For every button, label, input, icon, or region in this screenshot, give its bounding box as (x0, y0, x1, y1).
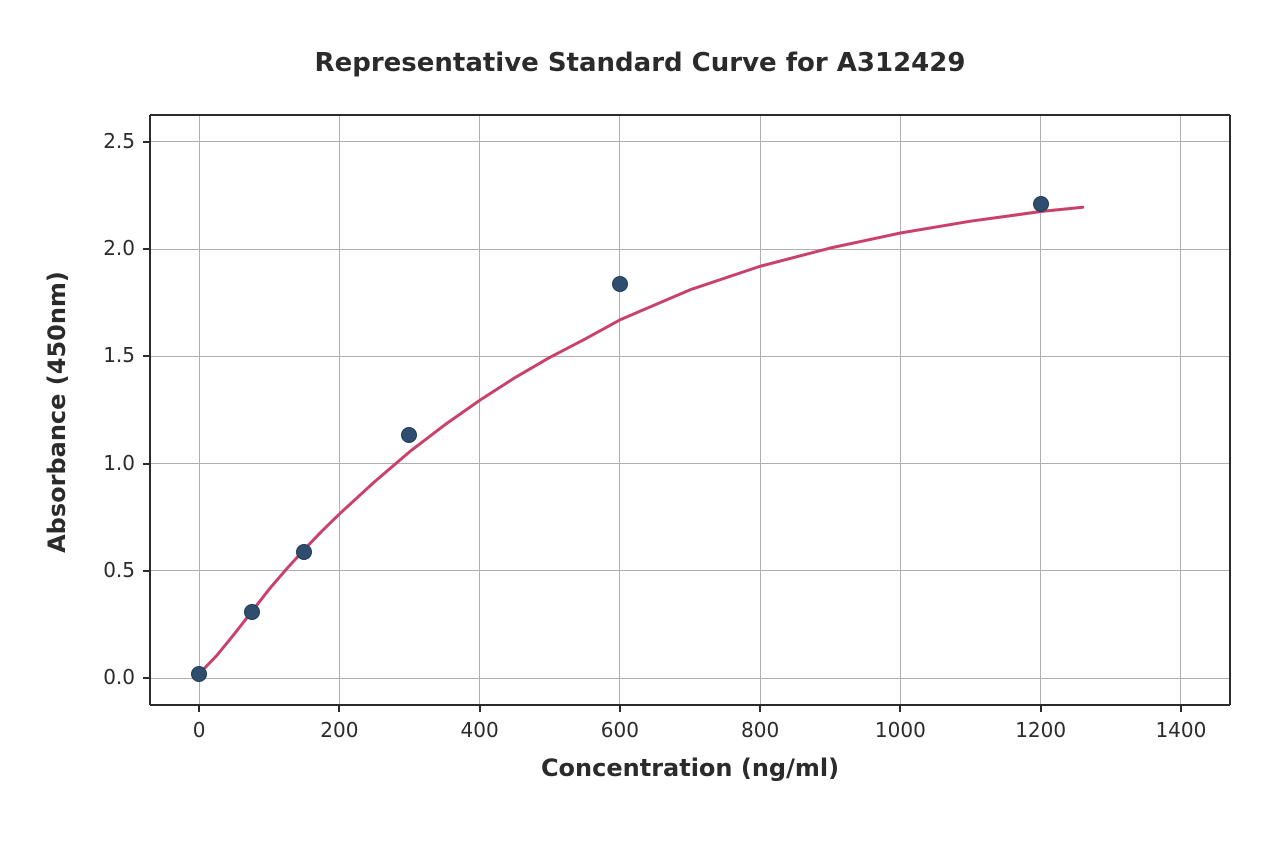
x-tick (899, 705, 901, 712)
y-tick (143, 248, 150, 250)
y-tick (143, 141, 150, 143)
y-tick-label: 0.5 (75, 558, 135, 582)
x-tick-label: 1200 (1001, 718, 1081, 742)
y-tick (143, 570, 150, 572)
x-tick (198, 705, 200, 712)
x-tick (1040, 705, 1042, 712)
x-tick-label: 1400 (1141, 718, 1221, 742)
chart-container: Representative Standard Curve for A31242… (0, 0, 1280, 845)
data-point (244, 604, 260, 620)
x-tick-label: 200 (299, 718, 379, 742)
y-tick-label: 2.0 (75, 236, 135, 260)
plot-area: 02004006008001000120014000.00.51.01.52.0… (150, 115, 1230, 705)
x-tick-label: 600 (580, 718, 660, 742)
x-tick-label: 0 (159, 718, 239, 742)
x-tick-label: 800 (720, 718, 800, 742)
chart-title: Representative Standard Curve for A31242… (0, 48, 1280, 78)
y-tick-label: 0.0 (75, 665, 135, 689)
x-tick (619, 705, 621, 712)
data-point (401, 427, 417, 443)
curve-polyline (199, 207, 1083, 674)
x-tick-label: 1000 (860, 718, 940, 742)
y-tick-label: 1.5 (75, 343, 135, 367)
x-tick (759, 705, 761, 712)
x-tick (338, 705, 340, 712)
x-tick-label: 400 (440, 718, 520, 742)
x-tick (1180, 705, 1182, 712)
y-tick-label: 1.0 (75, 451, 135, 475)
x-axis-label: Concentration (ng/ml) (150, 754, 1230, 782)
x-tick (479, 705, 481, 712)
data-point (612, 276, 628, 292)
data-point (191, 666, 207, 682)
y-axis-label: Absorbance (450nm) (43, 212, 71, 612)
data-point (296, 544, 312, 560)
fitted-curve (150, 115, 1230, 705)
y-tick (143, 355, 150, 357)
y-tick-label: 2.5 (75, 129, 135, 153)
y-tick (143, 677, 150, 679)
data-point (1033, 196, 1049, 212)
y-tick (143, 463, 150, 465)
